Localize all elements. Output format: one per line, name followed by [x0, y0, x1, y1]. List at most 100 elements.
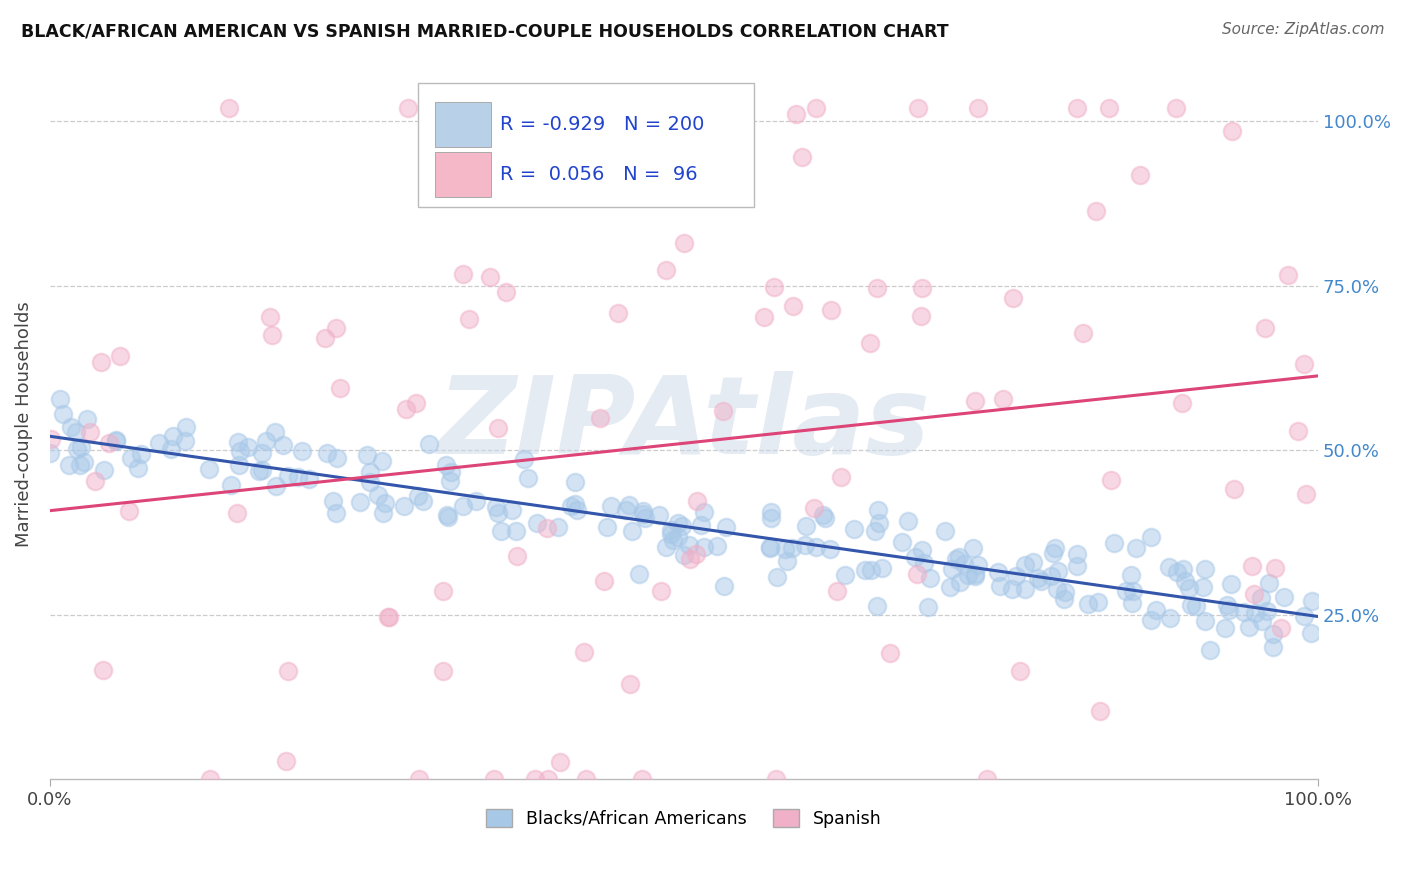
Point	[949, 574, 972, 589]
Point	[1139, 614, 1161, 628]
Point	[564, 496, 586, 510]
Point	[912, 556, 935, 570]
Point	[1299, 625, 1322, 640]
Point	[905, 567, 928, 582]
Point	[1014, 558, 1036, 572]
Point	[859, 335, 882, 350]
Point	[910, 310, 932, 324]
Point	[619, 677, 641, 691]
Text: BLACK/AFRICAN AMERICAN VS SPANISH MARRIED-COUPLE HOUSEHOLDS CORRELATION CHART: BLACK/AFRICAN AMERICAN VS SPANISH MARRIE…	[21, 22, 949, 40]
Y-axis label: Married-couple Households: Married-couple Households	[15, 301, 32, 547]
Point	[911, 542, 934, 557]
Point	[436, 508, 458, 522]
Point	[437, 509, 460, 524]
Point	[904, 549, 927, 564]
Point	[765, 772, 787, 787]
Point	[349, 495, 371, 509]
Point	[711, 404, 734, 418]
Point	[607, 306, 630, 320]
Point	[436, 458, 458, 472]
Point	[69, 458, 91, 472]
Point	[866, 599, 889, 613]
Point	[693, 505, 716, 519]
Point	[976, 772, 998, 787]
Point	[1171, 562, 1194, 576]
Point	[659, 527, 682, 541]
Point	[1121, 597, 1143, 611]
Point	[264, 479, 287, 493]
Point	[1178, 581, 1201, 595]
Point	[39, 432, 62, 446]
Point	[865, 281, 887, 295]
Point	[865, 524, 887, 539]
Point	[298, 471, 321, 485]
Point	[536, 521, 558, 535]
Point	[1263, 626, 1285, 640]
Point	[575, 772, 598, 787]
Point	[794, 538, 817, 552]
Point	[314, 331, 336, 345]
Point	[714, 520, 737, 534]
Point	[1139, 530, 1161, 544]
Text: ZIPAtlas: ZIPAtlas	[437, 371, 931, 477]
Point	[1222, 124, 1244, 138]
Point	[1174, 574, 1197, 589]
Point	[408, 772, 430, 787]
Point	[671, 519, 693, 533]
Point	[1171, 396, 1194, 410]
Point	[277, 665, 299, 679]
Point	[948, 549, 970, 564]
Point	[485, 500, 508, 514]
Point	[1301, 594, 1323, 608]
Point	[621, 524, 644, 538]
Point	[1144, 603, 1167, 617]
Point	[966, 558, 988, 572]
Point	[316, 445, 339, 459]
Point	[1002, 291, 1025, 305]
Point	[91, 663, 114, 677]
Point	[371, 454, 394, 468]
Point	[589, 410, 612, 425]
Point	[219, 477, 242, 491]
Point	[1053, 585, 1076, 599]
Point	[1164, 101, 1187, 115]
Point	[1090, 704, 1112, 718]
Point	[1194, 614, 1216, 628]
Point	[377, 610, 399, 624]
Point	[965, 567, 987, 582]
Point	[225, 506, 247, 520]
Point	[451, 267, 474, 281]
Point	[941, 562, 963, 576]
Point	[628, 566, 651, 581]
Point	[1122, 584, 1144, 599]
Point	[1241, 559, 1264, 574]
Point	[395, 402, 418, 417]
Point	[66, 442, 89, 456]
Point	[776, 553, 799, 567]
Point	[1218, 603, 1240, 617]
Point	[367, 488, 389, 502]
FancyBboxPatch shape	[418, 83, 754, 207]
Point	[1071, 326, 1094, 340]
Point	[65, 425, 87, 440]
Point	[853, 563, 876, 577]
Point	[666, 516, 689, 531]
Point	[962, 541, 984, 555]
Point	[432, 664, 454, 678]
Point	[693, 540, 716, 554]
Point	[1256, 604, 1278, 618]
Point	[1185, 599, 1208, 613]
Point	[1270, 621, 1292, 635]
Point	[911, 281, 934, 295]
Text: Source: ZipAtlas.com: Source: ZipAtlas.com	[1222, 22, 1385, 37]
Point	[396, 101, 419, 115]
Point	[966, 101, 988, 115]
Point	[1295, 486, 1317, 500]
Point	[988, 579, 1011, 593]
Point	[634, 511, 657, 525]
Point	[1005, 569, 1028, 583]
Point	[1077, 597, 1099, 611]
Point	[780, 541, 803, 556]
Point	[1220, 576, 1243, 591]
Point	[262, 328, 284, 343]
